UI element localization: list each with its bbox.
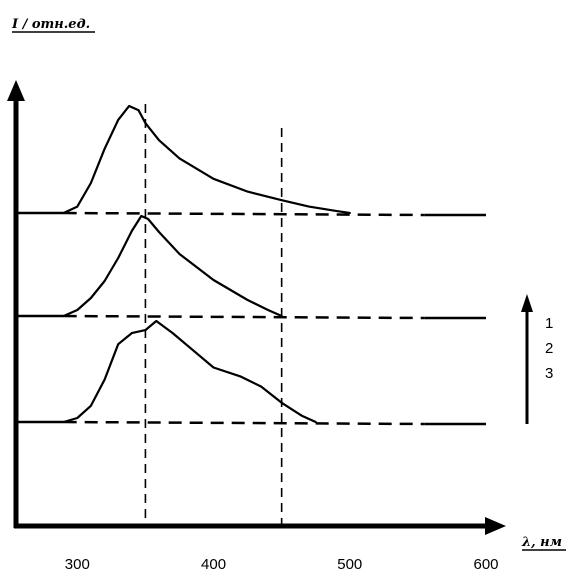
y-axis-arrow bbox=[7, 80, 25, 101]
x-tick-label-600: 600 bbox=[473, 556, 498, 573]
spectra-layer bbox=[62, 104, 351, 424]
y-axis-title: I / отн.ед. bbox=[11, 17, 90, 32]
spectrum-curve-2 bbox=[62, 214, 283, 318]
series-order-label-2: 2 bbox=[545, 340, 553, 357]
reference-lines-layer bbox=[144, 104, 283, 524]
x-axis-arrow bbox=[485, 517, 506, 535]
baseline-dashed-1 bbox=[63, 211, 425, 217]
spectrum-curve-3 bbox=[62, 319, 317, 424]
x-tick-label-500: 500 bbox=[337, 556, 362, 573]
x-tick-label-400: 400 bbox=[201, 556, 226, 573]
baselines-layer bbox=[16, 211, 486, 426]
spectrum-curve-1 bbox=[62, 104, 351, 215]
series-order-indicator: 1 2 3 bbox=[521, 294, 553, 424]
order-arrow-head bbox=[521, 294, 533, 312]
baseline-dashed-2 bbox=[63, 314, 425, 320]
series-order-label-3: 3 bbox=[545, 365, 553, 382]
axes-layer: I / отн.ед. λ, нм bbox=[7, 17, 566, 551]
series-order-label-1: 1 bbox=[545, 315, 553, 332]
baseline-dashed-3 bbox=[63, 420, 425, 426]
tick-labels-layer: 300 400 500 600 bbox=[65, 556, 499, 573]
x-tick-label-300: 300 bbox=[65, 556, 90, 573]
x-axis-title: λ, нм bbox=[521, 535, 562, 550]
